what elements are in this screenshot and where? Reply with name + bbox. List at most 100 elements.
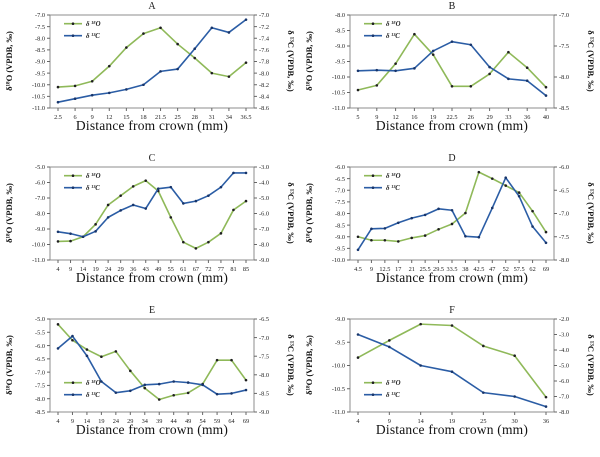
svg-text:-3.0: -3.0 — [259, 164, 269, 171]
svg-text:24: 24 — [105, 266, 112, 273]
svg-text:-8.5: -8.5 — [35, 409, 45, 416]
svg-text:-10.5: -10.5 — [32, 94, 45, 101]
svg-text:-6.0: -6.0 — [35, 343, 45, 350]
svg-text:33: 33 — [505, 114, 511, 121]
panel-d-chart: 4.5 9 12.5 17 21 25.5 29.5 33.5 38 42.5 47 52 57.5 62… — [332, 164, 569, 273]
svg-text:34: 34 — [226, 114, 233, 121]
svg-text:-7.8: -7.8 — [259, 59, 269, 66]
svg-text:-5.5: -5.5 — [35, 329, 45, 336]
svg-text:-9.5: -9.5 — [335, 339, 345, 346]
svg-text:-7.0: -7.0 — [259, 226, 269, 233]
svg-text:19: 19 — [92, 266, 98, 273]
svg-text:36: 36 — [543, 418, 549, 425]
svg-text:77: 77 — [218, 266, 224, 273]
svg-text:-6.5: -6.5 — [335, 176, 345, 183]
svg-text:-7.0: -7.0 — [35, 195, 45, 202]
panel-a-x-axis-label: Distance from crown (mm) — [75, 118, 229, 133]
svg-text:9: 9 — [71, 418, 74, 425]
svg-text:-3.0: -3.0 — [559, 332, 569, 339]
svg-text:14: 14 — [80, 266, 87, 273]
svg-text:-11.0: -11.0 — [32, 257, 45, 264]
panel-b-x-axis-label: Distance from crown (mm) — [375, 118, 529, 133]
svg-text:67: 67 — [193, 266, 199, 273]
svg-text:49: 49 — [155, 266, 161, 273]
svg-text:-7.0: -7.0 — [35, 369, 45, 376]
svg-text:36.5: 36.5 — [240, 114, 251, 121]
svg-text:18: 18 — [140, 114, 146, 121]
svg-text:14: 14 — [418, 418, 425, 425]
svg-text:36: 36 — [524, 114, 530, 121]
svg-text:-7.0: -7.0 — [259, 335, 269, 342]
svg-text:-5.0: -5.0 — [259, 195, 269, 202]
svg-text:9: 9 — [388, 418, 391, 425]
svg-text:δ ¹³C: δ ¹³C — [86, 392, 100, 399]
panel-e-x-axis-label: Distance from crown (mm) — [75, 422, 229, 437]
svg-text:29: 29 — [486, 114, 492, 121]
svg-text:52: 52 — [503, 266, 509, 273]
svg-text:6: 6 — [74, 114, 77, 121]
svg-text:-5.0: -5.0 — [35, 164, 45, 171]
svg-text:64: 64 — [228, 418, 235, 425]
svg-text:-9.0: -9.0 — [335, 43, 345, 50]
svg-text:-6.5: -6.5 — [259, 316, 269, 323]
svg-text:29: 29 — [118, 266, 124, 273]
panel-e: E δ¹⁸O (VPDB, ‰) δ ¹³C (VPDB, ‰) 4 9 14 19 2… — [0, 304, 300, 456]
svg-text:62: 62 — [529, 266, 535, 273]
svg-text:15: 15 — [123, 114, 129, 121]
panel-b-title: B — [448, 1, 456, 12]
svg-text:31: 31 — [209, 114, 215, 121]
svg-text:19: 19 — [449, 418, 455, 425]
svg-text:-9.0: -9.0 — [259, 409, 269, 416]
svg-text:-8.0: -8.0 — [559, 74, 569, 81]
svg-text:69: 69 — [543, 266, 549, 273]
svg-text:5: 5 — [356, 114, 359, 121]
svg-text:12: 12 — [106, 114, 112, 121]
svg-text:-6.0: -6.0 — [35, 180, 45, 187]
svg-text:24: 24 — [113, 418, 120, 425]
svg-text:-7.5: -7.5 — [335, 199, 345, 206]
svg-text:δ ¹³C: δ ¹³C — [86, 185, 100, 192]
panel-f: F δ¹⁸O (VPDB, ‰) δ ¹³C (VPDB, ‰) 4 9 14 19 2… — [300, 304, 600, 456]
svg-text:-8.0: -8.0 — [559, 257, 569, 264]
svg-text:δ ¹⁸O: δ ¹⁸O — [86, 173, 101, 180]
svg-text:-11.0: -11.0 — [332, 409, 345, 416]
svg-text:9: 9 — [91, 114, 94, 121]
svg-text:-8.2: -8.2 — [259, 82, 269, 89]
svg-text:29.5: 29.5 — [433, 266, 444, 273]
svg-text:-9.0: -9.0 — [35, 59, 45, 66]
svg-text:-9.5: -9.5 — [335, 246, 345, 253]
svg-text:19: 19 — [430, 114, 436, 121]
svg-text:36: 36 — [130, 266, 136, 273]
svg-text:9: 9 — [370, 266, 373, 273]
svg-text:-7.2: -7.2 — [259, 24, 269, 31]
svg-text:4: 4 — [356, 418, 360, 425]
svg-text:-8.6: -8.6 — [259, 105, 269, 112]
svg-text:16: 16 — [411, 114, 417, 121]
panel-f-chart: 4 9 14 19 25 30 36 -9.0 -9.5 -10.0 -10.5 -11.0 -2.0 -… — [332, 316, 569, 425]
svg-text:-8.0: -8.0 — [35, 396, 45, 403]
svg-text:δ ¹³C: δ ¹³C — [386, 33, 400, 40]
svg-text:12: 12 — [392, 114, 398, 121]
svg-text:-11.0: -11.0 — [332, 105, 345, 112]
svg-text:-4.0: -4.0 — [259, 180, 269, 187]
svg-text:-7.0: -7.0 — [559, 394, 569, 401]
svg-text:57.5: 57.5 — [514, 266, 525, 273]
svg-text:-8.0: -8.0 — [35, 35, 45, 42]
svg-text:-7.5: -7.5 — [35, 24, 45, 31]
svg-text:δ ¹⁸O: δ ¹⁸O — [386, 380, 401, 387]
svg-text:26: 26 — [468, 114, 474, 121]
svg-text:δ ¹³C: δ ¹³C — [386, 185, 400, 192]
svg-text:4: 4 — [56, 418, 60, 425]
svg-text:-6.0: -6.0 — [559, 378, 569, 385]
svg-text:40: 40 — [543, 114, 549, 121]
svg-text:69: 69 — [243, 418, 249, 425]
svg-text:43: 43 — [143, 266, 149, 273]
svg-text:19: 19 — [98, 418, 104, 425]
svg-text:49: 49 — [185, 418, 191, 425]
panel-c: C δ¹⁸O (VPDB, ‰) δ ¹³C (VPDB, ‰) 4 9 14 19 2… — [0, 152, 300, 304]
svg-text:-8.0: -8.0 — [259, 372, 269, 379]
svg-text:29: 29 — [127, 418, 133, 425]
svg-text:9: 9 — [69, 266, 72, 273]
svg-text:-8.0: -8.0 — [259, 70, 269, 77]
